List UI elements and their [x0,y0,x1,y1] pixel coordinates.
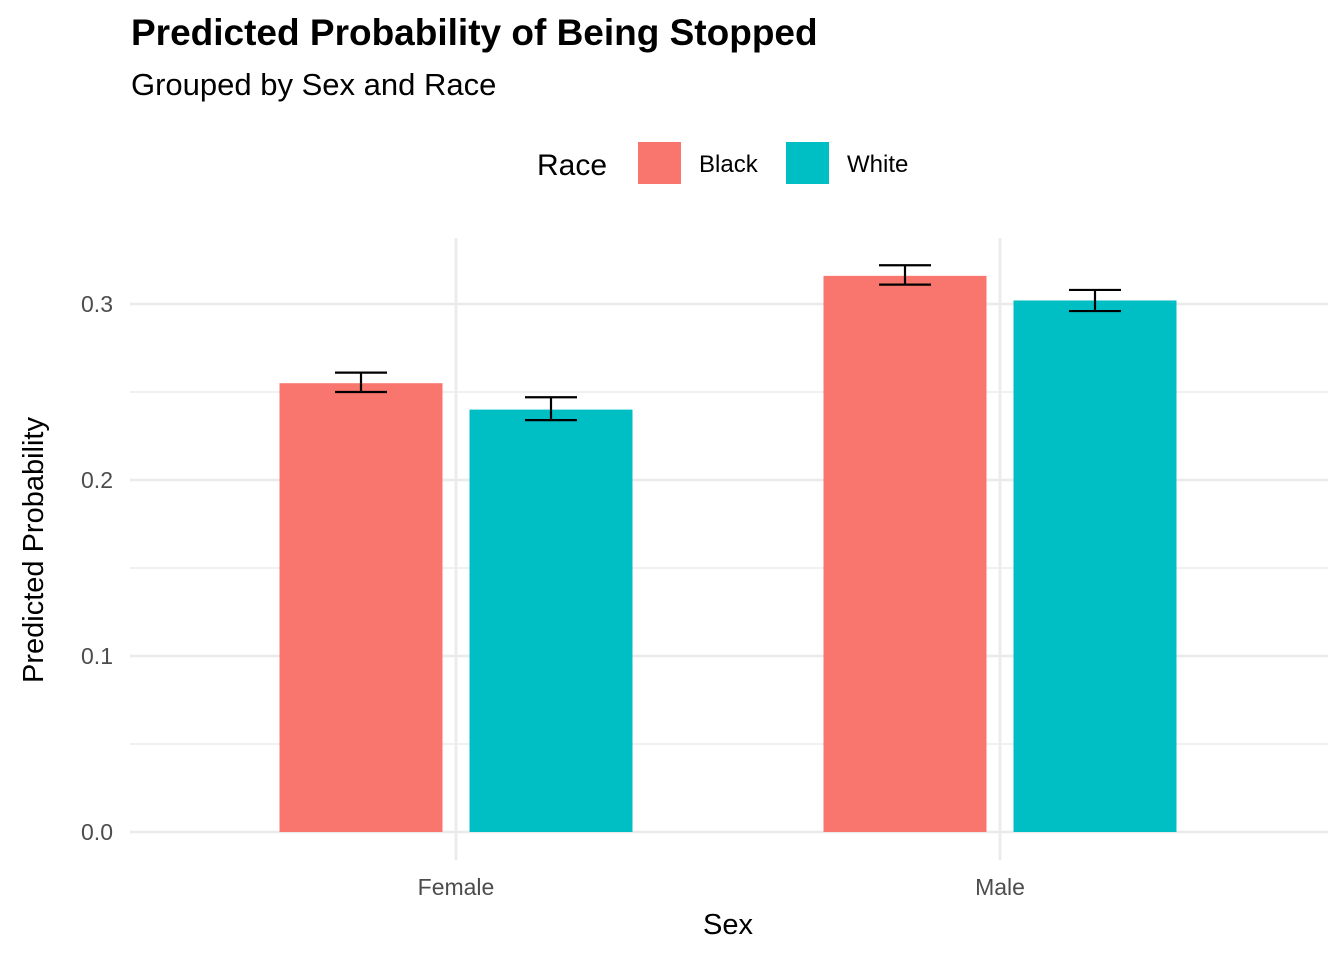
y-tick-label: 0.0 [81,819,113,845]
bar-white-male [1013,300,1177,833]
x-axis-title: Sex [703,909,753,941]
error-layer [335,264,1121,422]
bar-layer [279,275,1177,833]
bar-black-male [823,275,987,833]
chart-title: Predicted Probability of Being Stopped [131,12,818,53]
legend: Race Black White [537,142,908,184]
y-tick-label: 0.3 [81,291,113,317]
x-tick-label: Male [975,874,1025,900]
legend-label-white: White [847,151,908,178]
y-tick-label: 0.1 [81,643,113,669]
legend-label-black: Black [699,151,759,178]
y-axis-title: Predicted Probability [18,417,50,683]
x-tick-label: Female [418,874,495,900]
y-tick-label: 0.2 [81,467,113,493]
legend-key-white [786,142,829,184]
chart-subtitle: Grouped by Sex and Race [131,67,497,102]
legend-title: Race [537,149,607,182]
bar-black-female [279,383,443,832]
bar-white-female [469,409,633,832]
legend-key-black [638,142,681,184]
axis-layer: 0.0 0.1 0.2 0.3 Female Male [81,291,1025,900]
